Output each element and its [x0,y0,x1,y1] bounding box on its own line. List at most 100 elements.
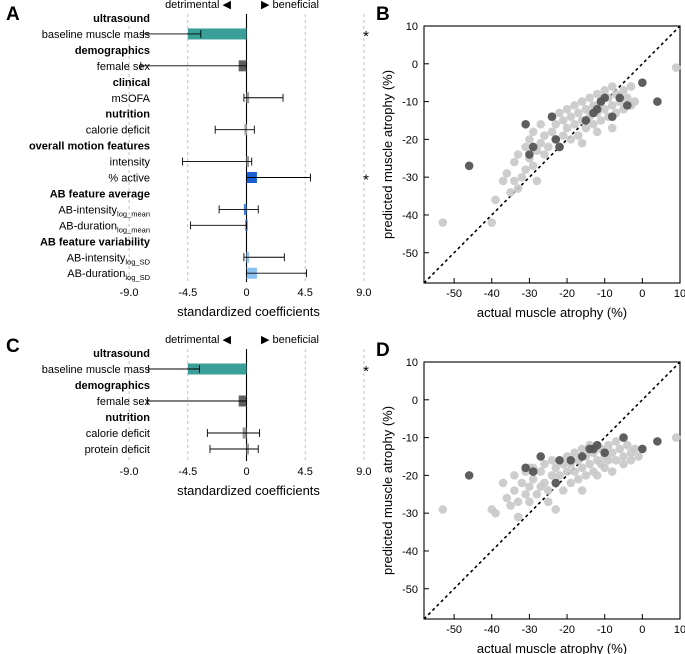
scatter-point-light [592,127,602,137]
predictor-label-main: AB-intensity [58,204,117,216]
plot-frame [423,25,681,284]
scatter-point-dark [547,112,557,122]
scatter-point-light [506,187,515,197]
predictor-label-main: calorie deficit [86,428,150,440]
predictor-label-main: intensity [110,157,151,169]
predictor-label-main: % active [108,173,150,185]
scatter-point-light [600,104,610,114]
predictor-label-main: AB-duration [67,268,125,280]
scatter-point-dark [581,116,591,125]
scatter-point-light [611,455,621,465]
group-header-label: clinical [113,77,150,89]
scatter-point-dark [592,104,602,114]
scatter-point-light [626,82,636,91]
scatter-point-light [502,493,512,503]
y-axis-label: predicted muscle atrophy (%) [380,70,395,239]
significance-marker: * [363,172,369,189]
scatter-point-light [570,101,579,110]
x-axis-label: standardized coefficients [177,304,320,319]
scatter-point-dark [551,478,561,488]
scatter-point-light [536,138,546,148]
direction-label-beneficial: ▶ beneficial [261,0,319,11]
scatter-point-light [585,93,594,103]
plot-frame [423,361,681,620]
scatter-point-light [566,112,576,122]
scatter-point-dark [555,455,564,465]
panel-a-coefficient-chart: detrimental ◀ ▶ beneficial -9.0 -4.5 0 4.5 9.0… [29,0,372,319]
scatter-point-dark [653,97,662,106]
scatter-point-light [487,218,497,227]
scatter-point-dark [592,440,602,450]
panel-d-scatter-plot: -50 -40 -30 -20 -10 0 10 -50 -40 -30 -20 -10 0 10 actu… [380,357,685,654]
scatter-point-light [574,474,583,484]
panel-label-d: D [376,340,390,361]
predictor-label-subscript: log_SD [125,273,150,282]
y-tick-label: -50 [402,248,418,260]
group-header-label: AB feature average [50,188,150,200]
scatter-point-light [577,97,587,106]
predictor-label-main: female sex [97,61,151,73]
scatter-point-dark [464,471,474,480]
scatter-point-light [562,467,572,476]
scatter-point-light [581,104,591,114]
predictor-label-main: mSOFA [111,93,150,105]
predictor-label: % active [108,173,150,185]
predictor-label: baseline muscle mass [42,364,151,376]
group-header-label: nutrition [105,109,150,121]
scatter-point-dark [638,78,647,87]
scatter-point-light [574,131,583,140]
scatter-point-light [630,444,640,454]
y-tick-label: -40 [402,210,418,222]
predictor-label: calorie deficit [86,125,150,137]
scatter-point-dark [600,93,610,103]
scatter-point-light [540,478,549,488]
scatter-point-light [671,433,681,442]
y-tick-label: 0 [412,395,418,407]
predictor-label-main: AB-intensity [67,252,126,264]
scatter-point-dark [607,112,617,122]
y-axis-label: predicted muscle atrophy (%) [380,406,395,575]
x-tick-label: -4.5 [178,287,197,299]
x-tick-label: -10 [597,288,613,300]
scatter-point-light [513,497,523,507]
scatter-point-light [596,116,606,125]
scatter-point-light [498,176,508,186]
scatter-point-light [506,501,515,510]
group-header-label: ultrasound [93,13,150,25]
coefficient-bar [187,28,247,40]
scatter-point-light [555,108,564,118]
x-tick-label: 0 [639,624,645,636]
predictor-label-subscript: log_mean [117,209,150,218]
x-axis-label: actual muscle atrophy (%) [477,641,627,654]
scatter-point-light [570,119,579,129]
x-tick-label: -9.0 [120,287,139,299]
group-header-label: nutrition [105,412,150,424]
predictor-label: female sex [97,396,151,408]
scatter-point-light [528,127,538,137]
scatter-point-light [551,463,561,473]
scatter-point-light [589,119,598,129]
scatter-point-dark [615,93,625,103]
predictor-label: AB-durationlog_SD [67,268,150,282]
panel-b-scatter-plot: -50 -40 -30 -20 -10 0 10 -50 -40 -30 -20 -10 0 10 actu… [380,21,685,320]
x-tick-label: -40 [484,288,500,300]
scatter-point-dark [555,142,564,152]
scatter-point-light [547,127,557,137]
x-tick-label: 10 [674,624,685,636]
scatter-point-light [566,478,576,488]
scatter-point-dark [536,452,546,461]
scatter-point-light [540,150,549,159]
scatter-point-light [521,489,530,499]
scatter-point-light [491,195,500,205]
scatter-point-light [604,440,613,450]
scatter-point-light [570,448,579,458]
panel-c-coefficient-chart: detrimental ◀ ▶ beneficial -9.0 -4.5 0 4.5 9.0… [42,334,372,498]
scatter-point-light [540,131,549,140]
x-tick-label: 9.0 [356,466,371,478]
scatter-point-light [607,123,617,133]
predictor-label-main: baseline muscle mass [42,364,151,376]
scatter-point-light [558,486,568,495]
predictor-label: mSOFA [111,93,150,105]
scatter-point-light [532,489,542,499]
